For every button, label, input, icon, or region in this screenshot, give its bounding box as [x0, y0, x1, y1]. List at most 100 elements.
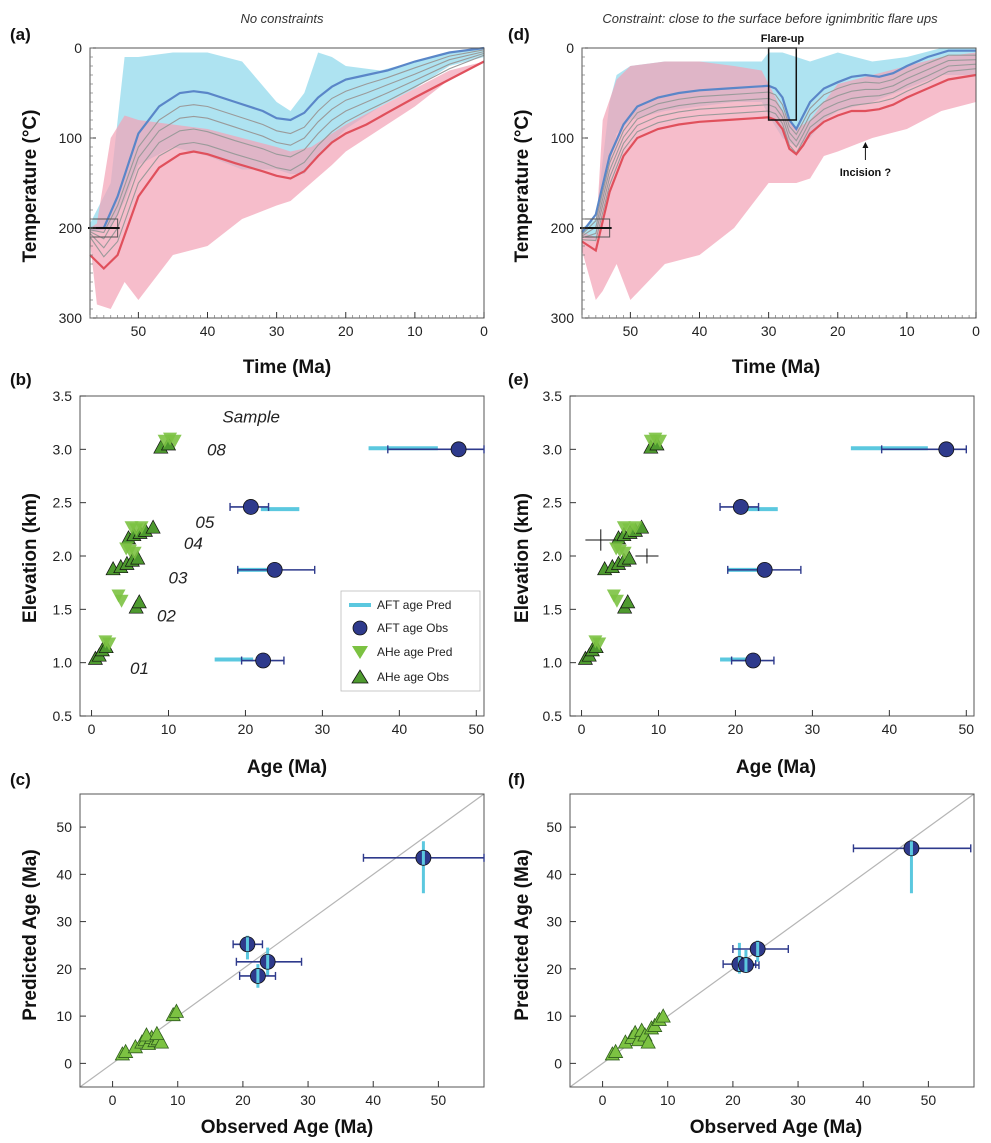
y-tick-label-e-0: 0.5: [543, 708, 563, 724]
y-tick-label-c-0: 0: [64, 1055, 72, 1071]
y-tick-label-c-5: 50: [56, 819, 72, 835]
ahe-obs-point-b-13: [131, 594, 147, 609]
aft-obs-point-e-3: [745, 652, 762, 669]
x-tick-label-c-3: 30: [300, 1092, 316, 1108]
subtitle-d: Constraint: close to the surface before …: [602, 11, 938, 26]
ahe-pred-point-b-5: [134, 521, 149, 535]
y-tick-label-c-1: 10: [56, 1008, 72, 1024]
xlabel-a: Time (Ma): [243, 357, 331, 378]
ahe-pred-point-e-12: [592, 637, 607, 651]
ahe-point-f-8: [640, 1034, 656, 1049]
ylabel-c: Predicted Age (Ma): [20, 849, 41, 1020]
x-tick-label-d-5: 0: [972, 323, 980, 339]
y-tick-label-a-0: 0: [74, 40, 82, 56]
aft-obs-point-e-0: [938, 441, 955, 458]
y-tick-label-e-3: 2.0: [543, 548, 563, 564]
y-tick-label-b-2: 1.5: [53, 601, 73, 617]
xlabel-c: Observed Age (Ma): [201, 1117, 373, 1138]
y-tick-label-c-3: 30: [56, 914, 72, 930]
aft-obs-point-b-2: [266, 561, 283, 578]
chart-b: 0 10 20 30 40 500.51.01.52.02.53.03.5Sample08…: [53, 388, 485, 737]
x-tick-label-c-0: 0: [109, 1092, 117, 1108]
ylabel-e: Elevation (km): [512, 493, 533, 623]
aft-obs-point-e-2: [756, 561, 773, 578]
y-tick-label-b-6: 3.5: [53, 388, 73, 404]
x-tick-label-d-1: 40: [692, 323, 708, 339]
panel-label-e: (e): [508, 370, 529, 389]
legend-ahe-obs-marker: [351, 669, 369, 684]
y-tick-label-b-1: 1.0: [53, 655, 73, 671]
y-tick-label-d-0: 0: [566, 40, 574, 56]
y-tick-label-a-1: 100: [59, 130, 83, 146]
x-tick-label-f-5: 50: [921, 1092, 937, 1108]
tt-path-a-3: [89, 52, 485, 249]
x-tick-label-c-2: 20: [235, 1092, 251, 1108]
x-tick-label-a-5: 0: [480, 323, 488, 339]
legend-aft-obs-label: AFT age Obs: [377, 621, 448, 635]
x-tick-label-f-4: 40: [855, 1092, 871, 1108]
y-tick-label-a-3: 300: [59, 310, 83, 326]
y-tick-label-c-2: 20: [56, 961, 72, 977]
ahe-point-f-12: [655, 1008, 671, 1023]
y-tick-label-d-2: 200: [551, 220, 575, 236]
legend-aft-pred-label: AFT age Pred: [377, 598, 451, 612]
ahe-point-c-13: [168, 1003, 185, 1018]
ahe-point-c-10: [138, 1027, 155, 1042]
x-tick-label-c-1: 10: [170, 1092, 186, 1108]
legend-ahe-pred-marker: [352, 646, 368, 659]
tt-path-a-0: [90, 46, 485, 230]
y-tick-label-d-3: 300: [551, 310, 575, 326]
y-tick-label-b-3: 2.0: [53, 548, 73, 564]
y-tick-label-b-0: 0.5: [53, 708, 73, 724]
aft-obs-point-e-1: [732, 499, 749, 515]
panel-label-c: (c): [10, 770, 31, 789]
x-tick-label-f-0: 0: [599, 1092, 607, 1108]
y-tick-label-f-5: 50: [546, 819, 562, 835]
y-tick-label-e-1: 1.0: [543, 655, 563, 671]
sample-label-1: 05: [195, 513, 214, 532]
xlabel-b: Age (Ma): [247, 757, 327, 778]
sample-label-3: 03: [168, 568, 187, 587]
panel-label-b: (b): [10, 370, 32, 389]
tt-path-d-5: [581, 73, 977, 253]
xlabel-e: Age (Ma): [736, 757, 816, 778]
y-tick-label-d-1: 100: [551, 130, 575, 146]
x-tick-label-b-2: 20: [238, 721, 254, 737]
sample-heading: Sample: [222, 407, 280, 426]
plot-frame-c: [79, 793, 485, 1088]
tt-path-d-2: [581, 59, 977, 237]
x-tick-label-f-1: 10: [660, 1092, 676, 1108]
aft-obs-point-b-1: [242, 499, 259, 515]
ylabel-f: Predicted Age (Ma): [512, 849, 533, 1020]
y-tick-label-c-4: 40: [56, 866, 72, 882]
x-tick-label-b-5: 50: [469, 721, 485, 737]
ahe-point-c-9: [153, 1034, 170, 1049]
legend: AFT age Pred AFT age Obs AHe age Pred AH…: [340, 590, 481, 692]
tt-path-a-2: [89, 51, 485, 240]
tt-path-a-4: [89, 54, 485, 258]
ahe-pred-point-b-2: [167, 434, 182, 448]
x-tick-label-b-4: 40: [392, 721, 408, 737]
x-tick-label-d-2: 30: [761, 323, 777, 339]
ahe-pred-point-e-5: [628, 521, 643, 535]
x-tick-label-c-5: 50: [431, 1092, 447, 1108]
x-tick-label-a-4: 10: [407, 323, 423, 339]
y-tick-label-e-2: 1.5: [543, 601, 563, 617]
aft-obs-point-b-3: [255, 652, 272, 669]
x-tick-label-b-3: 30: [315, 721, 331, 737]
x-tick-label-e-5: 50: [959, 721, 975, 737]
x-tick-label-e-2: 20: [728, 721, 744, 737]
x-tick-label-a-1: 40: [200, 323, 216, 339]
ahe-pred-point-e-10: [609, 594, 624, 608]
sample-label-4: 02: [157, 607, 176, 626]
ahe-pred-point-b-10: [114, 594, 129, 608]
ahe-point-f-1: [607, 1043, 624, 1058]
chart-c: 0 10 20 30 40 50 0 10 20 30 40 50: [56, 793, 485, 1108]
tt-path-a-5: [89, 60, 485, 271]
x-tick-label-b-1: 10: [161, 721, 177, 737]
y-tick-label-e-4: 2.5: [543, 495, 563, 511]
chart-e: 0 10 20 30 40 50 0.5 1.0 1.5 2.0 2.5 3.0 3.5: [543, 388, 975, 737]
y-tick-label-f-0: 0: [554, 1055, 562, 1071]
